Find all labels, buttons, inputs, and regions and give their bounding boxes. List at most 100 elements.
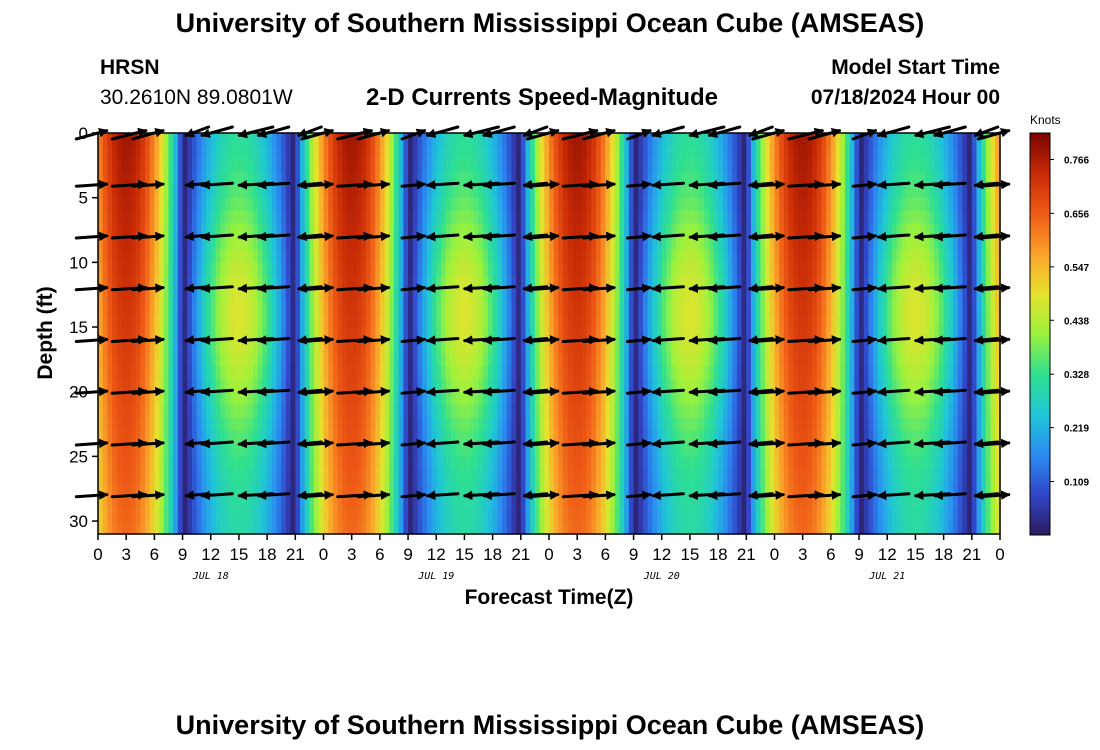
heatmap-cell (581, 262, 588, 276)
heatmap-cell (281, 443, 287, 457)
heatmap-cell (398, 443, 404, 457)
heatmap-cell (755, 508, 762, 522)
heatmap-cell (478, 443, 484, 457)
heatmap-cell (332, 430, 339, 445)
heatmap-cell (572, 378, 578, 393)
heatmap-cell (595, 249, 602, 263)
heatmap-cell (224, 456, 231, 470)
heatmap-cell (746, 236, 752, 251)
heatmap-cell (840, 171, 846, 186)
heatmap-cell (337, 482, 343, 496)
heatmap-cell (130, 236, 137, 251)
heatmap-cell (816, 262, 823, 276)
heatmap-cell (492, 327, 498, 341)
heatmap-cell (116, 210, 123, 225)
heatmap-cell (473, 404, 480, 419)
heatmap-cell (826, 456, 832, 470)
heatmap-cell (455, 184, 461, 199)
heatmap-cell (619, 262, 625, 276)
heatmap-cell (220, 301, 226, 315)
heatmap-cell (130, 158, 137, 173)
heatmap-cell (788, 314, 794, 328)
heatmap-cell (426, 210, 433, 225)
heatmap-cell (741, 171, 747, 186)
heatmap-cell (116, 236, 123, 251)
heatmap-cell (830, 249, 837, 263)
heatmap-cell (605, 249, 611, 263)
heatmap-cell (487, 197, 494, 212)
heatmap-cell (262, 469, 268, 483)
heatmap-cell (671, 184, 677, 199)
heatmap-cell (248, 430, 254, 445)
heatmap-cell (657, 262, 663, 276)
heatmap-cell (318, 352, 325, 367)
heatmap-cell (699, 495, 705, 509)
heatmap-cell (741, 469, 747, 483)
heatmap-cell (774, 365, 780, 380)
heatmap-cell (685, 197, 691, 212)
heatmap-cell (751, 158, 757, 173)
heatmap-cell (642, 236, 649, 251)
heatmap-cell (426, 469, 433, 483)
heatmap-cell (821, 133, 827, 147)
heatmap-cell (520, 223, 527, 238)
heatmap-cell (802, 404, 808, 419)
heatmap-cell (351, 210, 357, 225)
heatmap-cell (426, 430, 433, 445)
heatmap-cell (722, 275, 729, 289)
heatmap-cell (802, 482, 808, 496)
heatmap-cell (492, 210, 498, 225)
heatmap-cell (323, 249, 329, 263)
heatmap-cell (788, 210, 794, 225)
heatmap-cell (807, 288, 813, 302)
heatmap-cell (154, 133, 160, 147)
heatmap-cell (173, 184, 179, 199)
heatmap-cell (755, 210, 762, 225)
heatmap-cell (238, 236, 245, 251)
heatmap-cell (206, 223, 212, 238)
heatmap-cell (483, 133, 489, 147)
heatmap-cell (191, 249, 198, 263)
heatmap-cell (675, 145, 682, 160)
heatmap-cell (774, 430, 780, 445)
heatmap-cell (126, 482, 132, 496)
heatmap-cell (365, 301, 372, 315)
heatmap-cell (431, 314, 437, 328)
heatmap-cell (469, 210, 475, 225)
heatmap-cell (685, 133, 691, 147)
heatmap-cell (107, 443, 113, 457)
heatmap-cell (300, 158, 306, 173)
heatmap-cell (318, 469, 325, 483)
heatmap-cell (300, 521, 306, 535)
heatmap-cell (600, 171, 606, 186)
heatmap-cell (638, 171, 644, 186)
heatmap-cell (807, 391, 813, 406)
heatmap-cell (224, 508, 231, 522)
heatmap-cell (788, 197, 794, 212)
heatmap-cell (671, 327, 677, 341)
heatmap-cell (586, 469, 592, 483)
heatmap-cell (563, 275, 569, 289)
heatmap-cell (774, 223, 780, 238)
heatmap-cell (610, 275, 616, 289)
heatmap-cell (224, 197, 231, 212)
heatmap-cell (126, 443, 132, 457)
heatmap-cell (112, 301, 118, 315)
heatmap-cell (732, 469, 738, 483)
heatmap-cell (844, 171, 851, 186)
heatmap-cell (163, 365, 170, 380)
heatmap-cell (675, 327, 682, 341)
heatmap-cell (675, 404, 682, 419)
heatmap-cell (666, 210, 672, 225)
heatmap-cell (530, 223, 536, 238)
heatmap-cell (304, 508, 311, 522)
heatmap-cell (567, 352, 574, 367)
heatmap-cell (149, 391, 155, 406)
heatmap-cell (534, 184, 541, 199)
heatmap-cell (450, 314, 456, 328)
heatmap-cell (671, 521, 677, 535)
heatmap-cell (159, 314, 165, 328)
heatmap-cell (337, 521, 343, 535)
heatmap-cell (196, 404, 202, 419)
heatmap-cell (389, 469, 395, 483)
